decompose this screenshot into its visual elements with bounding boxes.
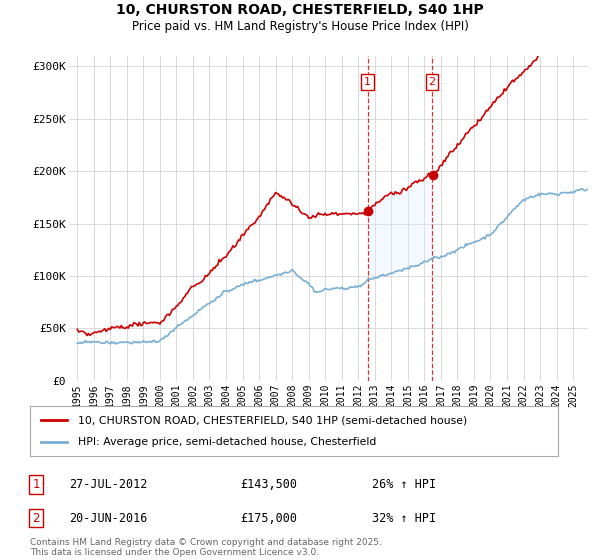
Text: 1: 1	[32, 478, 40, 491]
Text: 1: 1	[364, 77, 371, 87]
Text: £175,000: £175,000	[240, 511, 297, 525]
Text: Price paid vs. HM Land Registry's House Price Index (HPI): Price paid vs. HM Land Registry's House …	[131, 20, 469, 32]
Text: 32% ↑ HPI: 32% ↑ HPI	[372, 511, 436, 525]
Text: 27-JUL-2012: 27-JUL-2012	[69, 478, 148, 491]
Text: 10, CHURSTON ROAD, CHESTERFIELD, S40 1HP: 10, CHURSTON ROAD, CHESTERFIELD, S40 1HP	[116, 3, 484, 17]
Text: £143,500: £143,500	[240, 478, 297, 491]
Text: 2: 2	[428, 77, 436, 87]
Text: HPI: Average price, semi-detached house, Chesterfield: HPI: Average price, semi-detached house,…	[77, 437, 376, 447]
Text: 10, CHURSTON ROAD, CHESTERFIELD, S40 1HP (semi-detached house): 10, CHURSTON ROAD, CHESTERFIELD, S40 1HP…	[77, 415, 467, 425]
Text: 20-JUN-2016: 20-JUN-2016	[69, 511, 148, 525]
Text: 2: 2	[32, 511, 40, 525]
Text: Contains HM Land Registry data © Crown copyright and database right 2025.
This d: Contains HM Land Registry data © Crown c…	[30, 538, 382, 557]
Text: 26% ↑ HPI: 26% ↑ HPI	[372, 478, 436, 491]
